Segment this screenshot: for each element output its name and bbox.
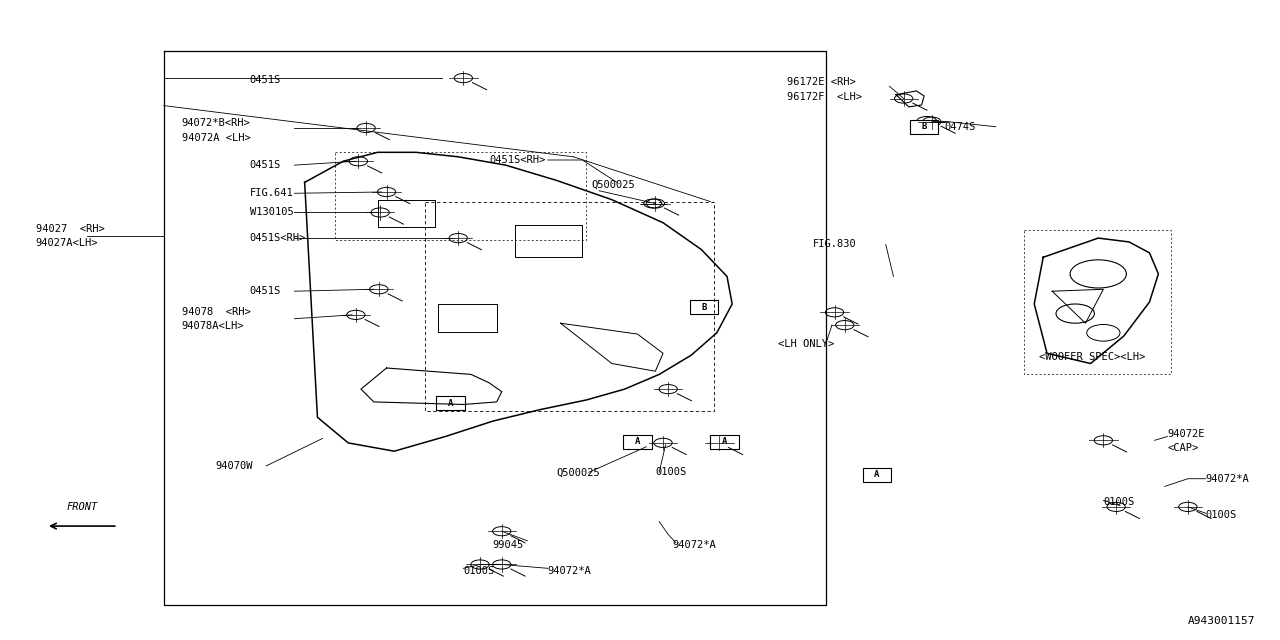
Text: 0451S: 0451S	[250, 286, 280, 296]
FancyBboxPatch shape	[690, 300, 718, 314]
Text: 0100S: 0100S	[463, 566, 494, 576]
Text: Q500025: Q500025	[557, 467, 600, 477]
Text: 94027A<LH>: 94027A<LH>	[36, 238, 99, 248]
Text: <LH ONLY>: <LH ONLY>	[778, 339, 835, 349]
Text: 94072*A: 94072*A	[548, 566, 591, 576]
Text: Q500025: Q500025	[591, 179, 635, 189]
Text: 94078A<LH>: 94078A<LH>	[182, 321, 244, 332]
Text: A: A	[635, 437, 640, 446]
Text: B: B	[701, 303, 707, 312]
Text: 94072E: 94072E	[1167, 429, 1204, 439]
Text: 94072*A: 94072*A	[1206, 474, 1249, 484]
Text: 94070W: 94070W	[215, 461, 252, 471]
Text: <CAP>: <CAP>	[1167, 443, 1198, 453]
Text: A: A	[448, 399, 453, 408]
Text: FIG.830: FIG.830	[813, 239, 856, 250]
Text: 0474S: 0474S	[945, 122, 975, 132]
Text: 0100S: 0100S	[1103, 497, 1134, 508]
Text: 0451S: 0451S	[250, 160, 280, 170]
Text: 96172E <RH>: 96172E <RH>	[787, 77, 856, 87]
FancyBboxPatch shape	[623, 435, 652, 449]
Text: 0451S<RH>: 0451S<RH>	[489, 155, 545, 165]
FancyBboxPatch shape	[436, 396, 465, 410]
Text: 99045: 99045	[493, 540, 524, 550]
Text: 0100S: 0100S	[655, 467, 686, 477]
FancyBboxPatch shape	[863, 468, 891, 482]
Text: 94078  <RH>: 94078 <RH>	[182, 307, 251, 317]
Text: A943001157: A943001157	[1188, 616, 1256, 626]
Text: A: A	[874, 470, 879, 479]
FancyBboxPatch shape	[910, 120, 938, 134]
FancyBboxPatch shape	[710, 435, 739, 449]
Text: 0451S: 0451S	[250, 75, 280, 85]
Text: 94072*A: 94072*A	[672, 540, 716, 550]
Text: B: B	[922, 122, 927, 131]
Text: 94027  <RH>: 94027 <RH>	[36, 224, 105, 234]
Text: W130105: W130105	[250, 207, 293, 218]
Text: 94072A <LH>: 94072A <LH>	[182, 132, 251, 143]
Text: 0451S<RH>: 0451S<RH>	[250, 233, 306, 243]
Text: A: A	[722, 437, 727, 446]
Text: FRONT: FRONT	[67, 502, 97, 512]
Text: 94072*B<RH>: 94072*B<RH>	[182, 118, 251, 128]
Text: <WOOFER SPEC><LH>: <WOOFER SPEC><LH>	[1039, 352, 1146, 362]
Text: 96172F  <LH>: 96172F <LH>	[787, 92, 863, 102]
Text: 0100S: 0100S	[1206, 510, 1236, 520]
Text: FIG.641: FIG.641	[250, 188, 293, 198]
